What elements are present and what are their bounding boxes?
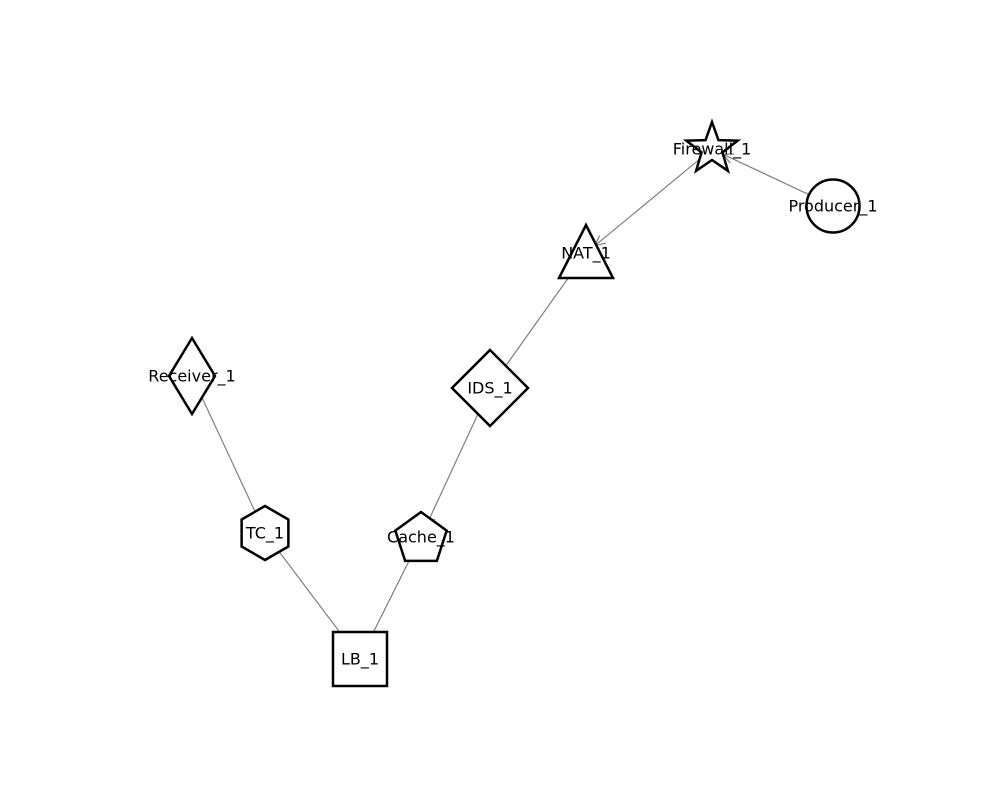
node-label-ids-1: IDS_1	[467, 379, 512, 399]
node-label-firewall-1: Firewall_1	[673, 140, 752, 160]
node-firewall-1-star-icon	[682, 118, 742, 174]
edge-ids-1-to-cache-1	[425, 399, 486, 528]
edge-line	[722, 153, 825, 203]
node-label-cache-1: Cache_1	[387, 528, 455, 548]
node-label-tc-1: TC_1	[245, 524, 284, 544]
node-receiver-1-thin-diamond-icon	[167, 335, 217, 417]
node-tc-1-hexagon-icon	[240, 504, 290, 562]
node-producer-1-circle-icon	[805, 178, 861, 234]
edge-tc-1-to-receiver-1	[194, 383, 262, 526]
node-nat-1-triangle-icon	[556, 222, 616, 280]
node-label-receiver-1: Receiver_1	[148, 367, 235, 387]
node-label-lb-1: LB_1	[341, 650, 379, 670]
node-label-producer-1: Producer_1	[788, 197, 877, 217]
edge-line	[594, 153, 706, 247]
node-label-nat-1: NAT_1	[561, 244, 611, 264]
edge-line	[194, 383, 262, 526]
edge-line	[425, 399, 486, 527]
nodes-layer	[167, 118, 861, 688]
labels-layer: Firewall_1 Producer_1 NAT_1 IDS_1 Receiver_1…	[148, 140, 877, 670]
edge-firewall-1-to-nat-1	[593, 153, 706, 247]
node-cache-1-pentagon-icon	[393, 510, 449, 563]
node-ids-1-diamond-icon	[450, 348, 530, 428]
node-lb-1-square-icon	[331, 630, 389, 688]
